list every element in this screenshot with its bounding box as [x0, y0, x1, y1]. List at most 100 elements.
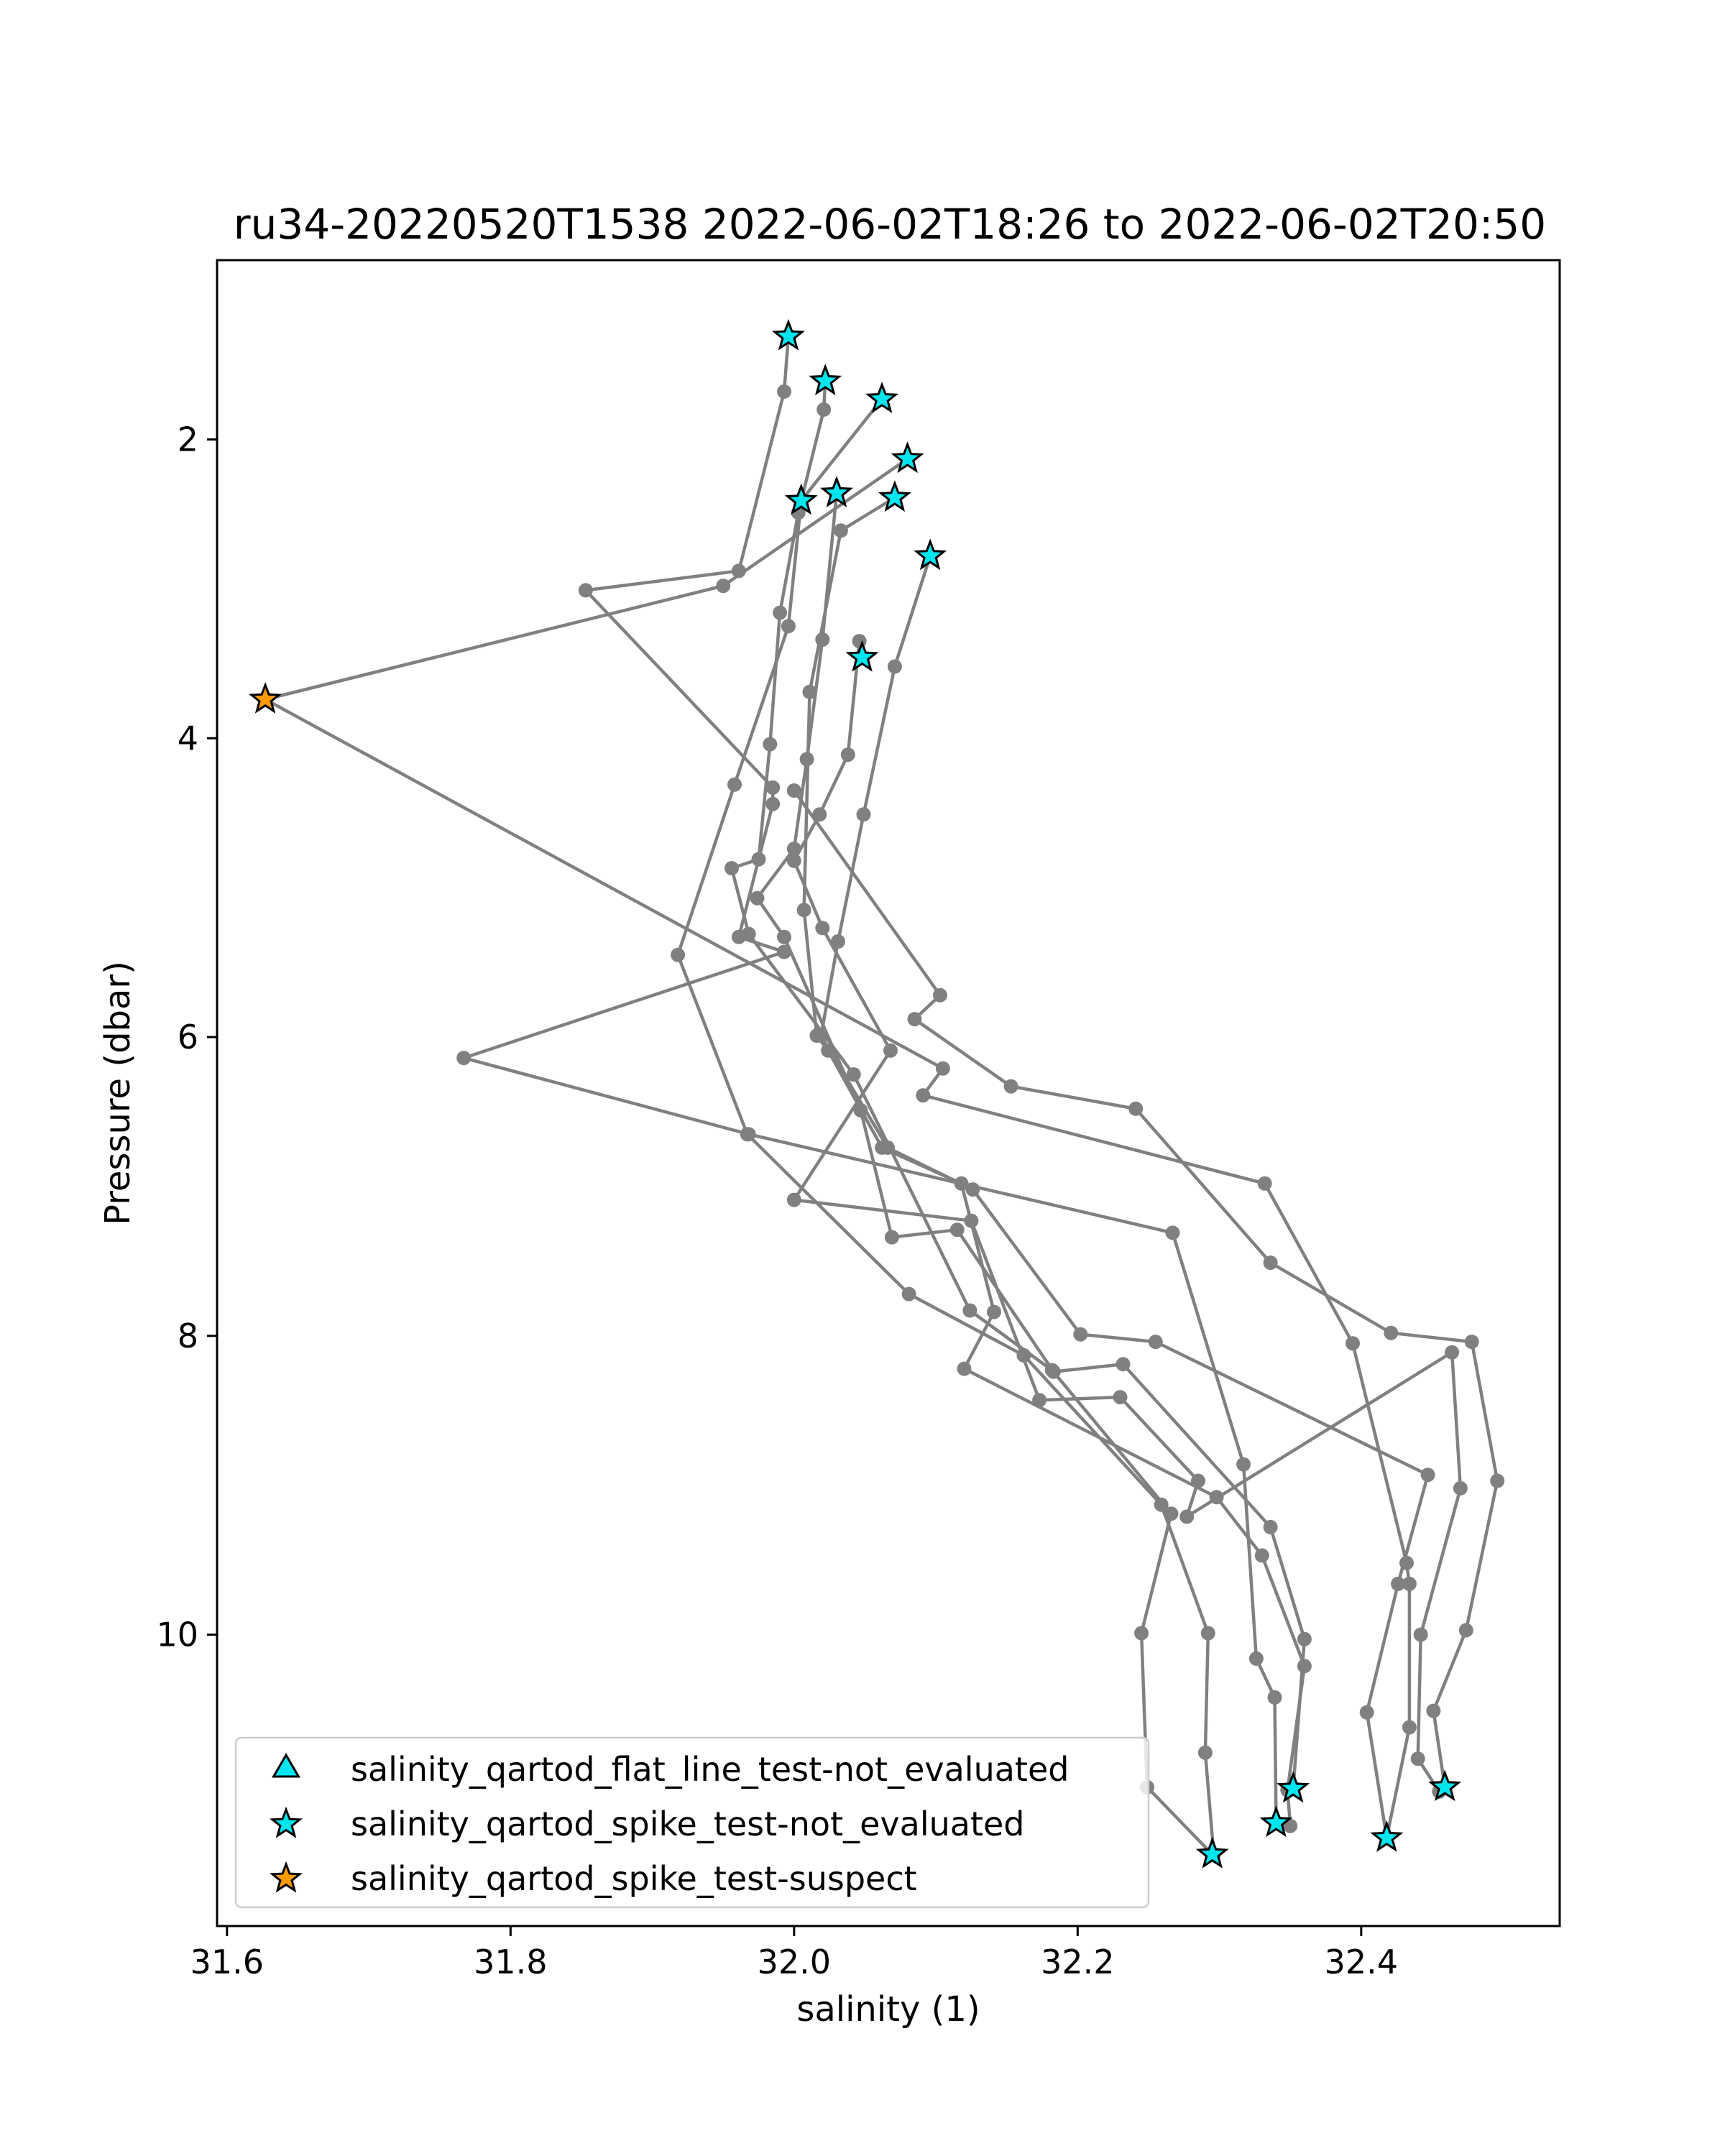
flag-star-marker: [1370, 1820, 1404, 1852]
flag-star-marker: [1259, 1805, 1293, 1838]
data-point: [1402, 1720, 1417, 1735]
flag-star-marker: [1195, 1836, 1229, 1869]
data-point: [1179, 1509, 1195, 1524]
flag-star-marker: [865, 382, 899, 413]
data-point: [1410, 1751, 1425, 1766]
flag-star-marker: [1276, 1771, 1310, 1803]
legend-star-marker: [269, 1861, 303, 1893]
data-point: [724, 861, 739, 876]
x-tick-label: 31.8: [474, 1943, 547, 1981]
flag-star-marker: [914, 538, 947, 571]
data-point: [833, 523, 848, 538]
data-point: [1116, 1357, 1131, 1372]
chart-title: ru34-20220520T1538 2022-06-02T18:26 to 2…: [234, 200, 1546, 249]
data-point: [815, 921, 830, 936]
y-tick-label: 10: [156, 1616, 198, 1654]
data-point: [773, 605, 788, 620]
data-point: [880, 1140, 895, 1155]
x-axis: 31.6 31.8 32.0 32.2 32.4: [190, 1926, 1398, 1981]
data-point: [763, 737, 778, 752]
legend-label: salinity_qartod_spike_test-suspect: [351, 1859, 917, 1898]
data-point: [777, 384, 791, 399]
data-point: [1134, 1626, 1149, 1641]
data-point: [1263, 1519, 1278, 1534]
data-point: [901, 1286, 916, 1302]
y-axis: 2 4 6 8 10: [156, 420, 217, 1654]
profile-line: [676, 397, 1215, 1855]
data-point: [1402, 1576, 1417, 1591]
legend-entries: salinity_qartod_flat_line_test-not_evalu…: [269, 1750, 1069, 1898]
x-tick-label: 32.4: [1325, 1943, 1398, 1981]
data-point: [957, 1361, 972, 1376]
flag-star-marker: [248, 681, 282, 714]
data-point: [802, 684, 817, 699]
flag-star-marker: [771, 318, 805, 351]
data-point: [1154, 1497, 1169, 1512]
series-layer: [258, 329, 1505, 1862]
data-point: [786, 1192, 801, 1207]
flag-marker-layer: [248, 318, 1462, 1869]
data-point: [786, 853, 801, 868]
data-point: [1346, 1336, 1360, 1351]
data-point: [965, 1182, 980, 1197]
data-point: [812, 807, 827, 822]
flag-star-marker: [891, 441, 924, 474]
data-point: [856, 807, 871, 822]
flag-star-marker: [809, 364, 842, 396]
y-tick-label: 4: [178, 719, 198, 757]
data-point: [671, 947, 686, 962]
data-point: [765, 796, 781, 811]
data-point: [1453, 1480, 1468, 1496]
data-point: [831, 934, 845, 949]
data-point: [1359, 1705, 1374, 1720]
data-point: [846, 1067, 861, 1082]
data-point: [1197, 1745, 1213, 1760]
data-point: [884, 1230, 899, 1245]
y-tick-label: 6: [178, 1018, 198, 1056]
data-point: [1263, 1256, 1278, 1270]
data-point: [751, 852, 766, 867]
data-point: [1200, 1626, 1215, 1641]
data-point: [883, 1043, 898, 1058]
x-axis-label: salinity (1): [796, 1989, 980, 2030]
data-point: [796, 903, 811, 918]
data-point: [786, 783, 801, 798]
plot-background: [217, 260, 1560, 1926]
data-point: [1391, 1576, 1406, 1591]
y-tick-label: 2: [178, 420, 198, 459]
flag-star-marker: [878, 480, 911, 512]
legend-entry-3: salinity_qartod_spike_test-suspect: [269, 1859, 917, 1898]
data-point: [741, 926, 756, 941]
data-point: [727, 777, 742, 792]
data-point: [916, 1088, 931, 1103]
profile-series-9: [786, 783, 1505, 1795]
data-point: [777, 929, 791, 944]
plot-area: [216, 259, 1561, 1927]
x-tick-label: 32.0: [758, 1943, 831, 1981]
data-point: [1165, 1225, 1180, 1240]
legend-triangle-marker: [271, 1753, 301, 1778]
data-point: [816, 402, 832, 417]
data-point: [1297, 1659, 1312, 1674]
data-point: [716, 579, 731, 594]
legend-entry-2: salinity_qartod_spike_test-not_evaluated: [269, 1805, 1024, 1843]
data-point: [1113, 1390, 1128, 1405]
data-point: [1148, 1335, 1163, 1350]
data-point: [1128, 1101, 1144, 1116]
data-point: [907, 1012, 922, 1027]
data-point: [1046, 1364, 1061, 1379]
data-point: [1490, 1473, 1505, 1488]
flag-star-marker: [1428, 1769, 1462, 1802]
legend-label: salinity_qartod_flat_line_test-not_evalu…: [351, 1750, 1069, 1789]
y-axis-label: Pressure (dbar): [98, 961, 138, 1225]
flag-star-marker: [784, 483, 818, 515]
data-point: [1413, 1627, 1428, 1642]
data-point: [1248, 1651, 1264, 1666]
data-point: [962, 1303, 978, 1318]
plot-frame: [216, 259, 1561, 1927]
data-point: [964, 1213, 979, 1228]
data-point: [814, 1028, 829, 1043]
legend-star-marker: [269, 1806, 303, 1838]
data-point: [1426, 1703, 1441, 1718]
